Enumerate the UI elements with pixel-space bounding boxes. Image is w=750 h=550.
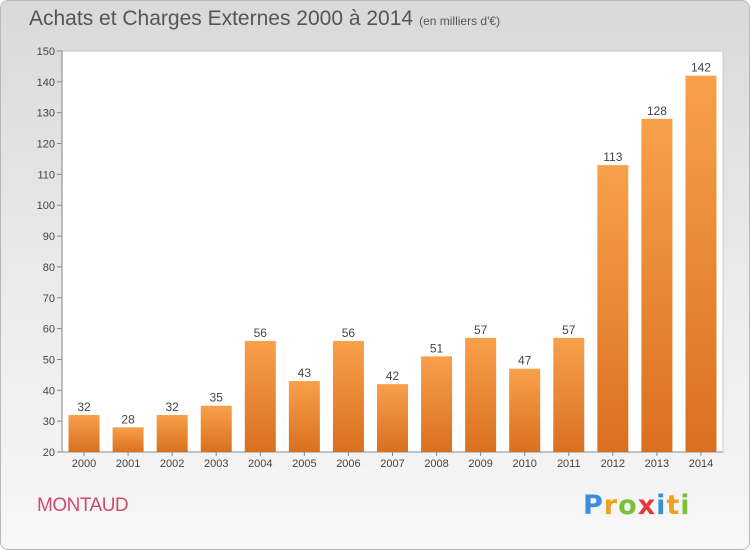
y-tick-label: 80: [43, 262, 55, 274]
bar-2014: [685, 75, 717, 452]
bar-2005: [288, 381, 320, 452]
data-label-2003: 35: [210, 391, 224, 405]
x-tick-label: 2012: [601, 458, 625, 470]
y-tick-label: 150: [37, 46, 55, 58]
x-axis: 2000 2001 2002 2003 2004 2005 2006 2007 2008 2009…: [62, 451, 723, 470]
bar-2006: [332, 340, 364, 452]
data-label-2006: 56: [342, 326, 356, 340]
y-axis: 20 30 40 50 60 70 80 90 100 110 120 130 140 150: [37, 46, 63, 459]
data-label-2005: 43: [298, 366, 312, 380]
x-tick-label: 2004: [248, 458, 272, 470]
data-label-2012: 113: [603, 150, 622, 164]
x-tick-label: 2003: [204, 458, 228, 470]
bar-2004: [244, 340, 276, 452]
bar-2013: [641, 118, 673, 452]
data-label-2009: 57: [474, 323, 488, 337]
data-label-2002: 32: [165, 400, 179, 414]
data-label-2013: 128: [647, 104, 667, 118]
x-tick-label: 2006: [336, 458, 360, 470]
bar-2009: [465, 337, 497, 452]
bars: [68, 75, 717, 452]
y-tick-label: 30: [43, 416, 55, 428]
logo-letter: o: [618, 490, 638, 521]
y-tick-label: 130: [37, 108, 55, 120]
bar-2011: [553, 337, 585, 452]
data-label-2004: 56: [254, 326, 268, 340]
x-tick-label: 2001: [116, 458, 140, 470]
x-tick-label: 2013: [645, 458, 669, 470]
y-tick-label: 110: [37, 169, 55, 181]
data-label-2008: 51: [430, 341, 444, 355]
x-tick-label: 2005: [292, 458, 316, 470]
logo-letter: x: [637, 490, 657, 521]
bar-2003: [200, 405, 232, 452]
bar-2007: [377, 384, 408, 452]
y-tick-label: 100: [37, 200, 55, 212]
y-tick-label: 50: [43, 354, 55, 366]
data-label-2007: 42: [386, 369, 400, 383]
logo-letter: i: [656, 490, 667, 521]
x-tick-label: 2000: [72, 458, 96, 470]
y-tick-label: 70: [43, 293, 55, 305]
x-tick-label: 2009: [468, 458, 492, 470]
logo-letter: P: [583, 490, 604, 521]
logo-letter: r: [603, 490, 619, 521]
data-label-2001: 28: [121, 412, 135, 426]
commune-name: MONTAUD: [37, 495, 129, 516]
data-label-2000: 32: [77, 400, 91, 414]
bar-2008: [421, 356, 453, 452]
bar-2010: [509, 368, 541, 452]
bar-2002: [156, 414, 188, 452]
x-tick-label: 2007: [380, 458, 404, 470]
bar-2000: [68, 414, 100, 452]
x-tick-label: 2008: [424, 458, 448, 470]
y-tick-label: 120: [37, 139, 55, 151]
y-tick-label: 90: [43, 231, 55, 243]
chart-title: Achats et Charges Externes 2000 à 2014 (e…: [29, 7, 501, 30]
y-tick-label: 60: [43, 324, 55, 336]
data-label-2010: 47: [518, 354, 532, 368]
unit-label: (en milliers d'€): [419, 14, 501, 28]
y-tick-label: 140: [37, 77, 55, 89]
proxiti-logo: Proxiti: [583, 490, 691, 521]
data-label-2014: 142: [691, 61, 711, 75]
y-tick-label: 20: [43, 447, 55, 459]
x-tick-label: 2010: [512, 458, 536, 470]
logo-letter: t: [666, 490, 681, 521]
data-label-2011: 57: [562, 323, 576, 337]
bar-2001: [112, 427, 144, 452]
data-labels: 32 28 32 35 56 43 56 42 51 57 47 57 113 128 142: [77, 61, 711, 427]
logo-letter: i: [680, 490, 691, 521]
x-tick-label: 2002: [160, 458, 184, 470]
y-tick-label: 40: [43, 385, 55, 397]
bar-2012: [597, 165, 629, 452]
x-tick-label: 2014: [689, 458, 713, 470]
x-tick-label: 2011: [557, 458, 581, 470]
